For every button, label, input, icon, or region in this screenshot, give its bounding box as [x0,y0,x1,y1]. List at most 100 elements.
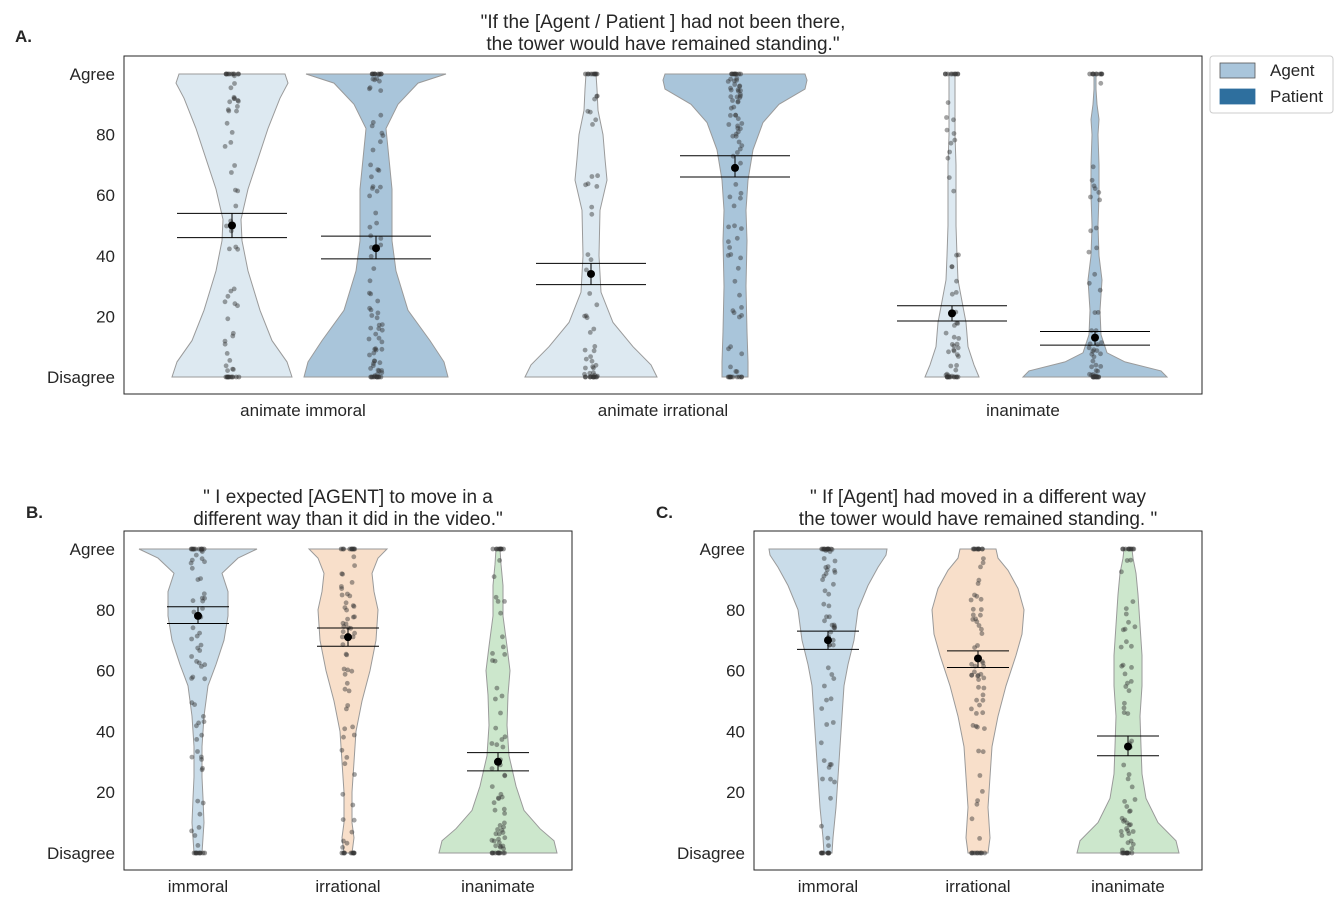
panel-c-letter: C. [656,503,673,522]
violin-immoral-b-point [199,556,205,562]
violin-inanimate-c-point [1125,680,1130,686]
violin-patient-0-point [377,360,383,366]
violin-irrational-c-point [975,798,980,803]
violin-inanimate-c-point [1123,684,1129,689]
violin-immoral-b-point [192,833,198,838]
violin-patient-1-point [737,314,742,320]
violin-inanimate-b-point [490,658,495,663]
violin-immoral-b-point [202,559,207,565]
violin-irrational-b-point [349,829,355,835]
legend-patient-swatch [1219,88,1256,105]
violin-inanimate-c-point [1124,804,1130,809]
violin-irrational-c-point [972,645,977,650]
violin-agent-2-point [944,127,950,133]
violin-patient-1-point [735,265,741,271]
violin-agent-2-point [948,71,954,77]
violin-agent-1-point [588,354,593,359]
violin-immoral-c-point [832,558,838,564]
violin-agent-0-point [222,144,228,149]
violin-patient-0-point [375,367,381,373]
panel-b-plot-area: Disagree 20 40 60 80 Agree immoral irrational in… [47,540,558,896]
violin-inanimate-c-point [1121,705,1127,711]
violin-patient-0-point [372,71,378,77]
violin-patient-1-point [732,278,738,284]
violin-irrational-b-point [350,634,356,640]
violin-irrational-c-point [972,592,977,598]
violin-patient-0-point [379,346,385,352]
violin-irrational-b-point [339,850,345,856]
violin-patient-2-point [1090,164,1096,170]
violin-inanimate-b-point [489,741,495,746]
violin-patient-0-ci [321,235,431,260]
violin-patient-1-point [727,194,733,200]
violin-inanimate-c-point [1122,799,1127,804]
violin-agent-1-point [591,374,596,380]
violin-immoral-c-point [830,637,836,643]
violin-agent-1-point [594,184,600,189]
violin-agent-0-point [225,368,231,373]
violin-patient-0-point [373,210,379,216]
violin-immoral-b-point [189,636,195,642]
violin-irrational-c-point [974,697,979,703]
violin-patient-0-point [376,335,382,341]
violin-agent-2-point [955,321,961,326]
violin-inanimate-c-point [1128,822,1133,827]
violin-inanimate-b-point [489,784,495,789]
violin-inanimate-c-ci [1097,735,1159,757]
violin-inanimate-c-point [1120,546,1125,552]
violin-agent-2-point [954,320,960,326]
violin-agent-2-point [946,349,951,355]
violin-patient-2-point [1092,310,1098,315]
violin-agent-2-point [951,117,956,123]
violin-immoral-b-point [202,595,208,601]
violin-inanimate-b-points [489,546,508,856]
violin-irrational-c-point [968,597,974,603]
violin-agent-0-point [222,338,228,344]
violin-patient-0-point [379,327,385,333]
violin-immoral-c-point [824,567,830,573]
violin-inanimate-c-point [1132,797,1138,802]
violin-agent-1-point [582,313,587,319]
violin-inanimate-c-point [1124,639,1129,645]
violin-patient-1-point [732,82,738,87]
violin-irrational-c-point [976,577,982,583]
violin-agent-0-point [231,367,236,372]
violin-patient-1-point [725,79,731,84]
violin-patient-0-point [367,290,372,296]
violin-inanimate-c-point [1127,808,1133,814]
violin-patient-1-point [735,99,741,105]
violin-patient-1-point [728,76,733,82]
violin-inanimate-c-point [1128,838,1134,844]
violin-agent-0-point [230,333,236,339]
violin-irrational-c-point [969,816,975,822]
panel-a-title-line1: "If the [Agent / Patient ] had not been … [481,12,846,33]
violin-irrational-b-point [344,607,349,613]
violin-inanimate-b-point [491,838,497,844]
violin-inanimate-b-point [494,685,500,691]
violin-agent-1-point [589,204,595,210]
violin-agent-1-point [594,302,600,308]
violin-irrational-c-point [981,556,986,561]
violin-patient-0-point [370,76,376,82]
violin-agent-2-point [949,342,955,347]
violin-inanimate-c-point [1122,817,1128,823]
violin-patient-1-point [739,121,745,126]
violin-agent-1-point [588,257,594,263]
violin-irrational-b-point [352,772,357,777]
y-tick-label: 40 [726,722,745,741]
violin-patient-0-point [372,346,378,352]
violin-patient-1-point [733,182,739,187]
violin-immoral-c-point [831,622,837,628]
violin-patient-0-point [376,322,382,328]
violin-irrational-b-point [342,761,348,767]
violin-irrational-b-point [347,546,353,552]
violin-patient-1-point [738,255,743,261]
panel-b-title-line2: different way than it did in the video." [193,509,503,530]
violin-patient-0-point [371,358,377,364]
violin-patient-1-point [728,87,734,93]
violin-immoral-b-point [195,798,201,804]
y-tick-label: 60 [96,662,115,681]
violin-irrational-c-point [975,850,980,856]
violin-irrational-c-point [978,671,984,677]
violin-irrational-b-point [352,630,357,636]
